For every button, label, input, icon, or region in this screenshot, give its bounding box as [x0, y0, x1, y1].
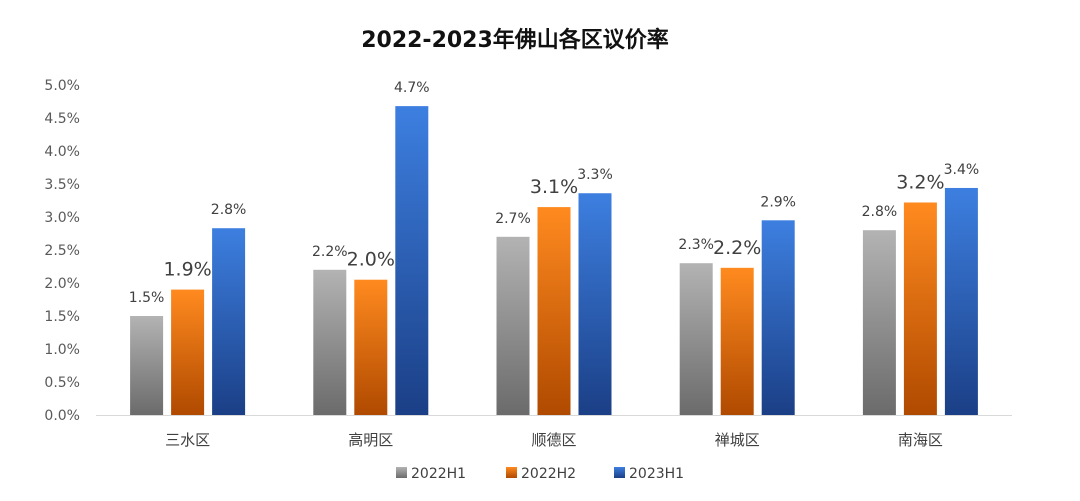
chart-title: 2022-2023年佛山各区议价率: [361, 28, 669, 53]
bar-2022H2-南海区: [903, 202, 937, 415]
data-label: 2.8%: [211, 202, 247, 218]
bar-2023H1-南海区: [944, 187, 978, 415]
bar-2022H2-禅城区: [720, 267, 754, 415]
bar-2023H1-顺德区: [578, 193, 612, 415]
bar-2022H2-三水区: [171, 289, 205, 415]
legend-swatch: [614, 467, 625, 478]
x-category-label: 顺德区: [531, 431, 576, 449]
data-label: 4.7%: [394, 80, 430, 96]
data-labels-layer: 1.5%1.9%2.8%2.2% 2.0%4.7%2.7%3.1%3.3%2.3%…: [129, 80, 979, 306]
axis-layer: 0.0% 0.5% 1.0% 1.5% 2.0% 2.5% 3.0% 3.5% 4.0% 4.5%…: [44, 78, 1012, 449]
legend: 2022H1 2022H2 2023H1: [396, 466, 684, 482]
bar-2022H1-禅城区: [679, 263, 713, 415]
legend-label: 2022H1: [411, 466, 466, 482]
x-category-label: 高明区: [348, 431, 393, 449]
data-label: 2.7%: [495, 211, 531, 227]
bar-2022H1-南海区: [862, 230, 896, 415]
y-tick-label: 1.5%: [44, 309, 80, 325]
bar-2023H1-高明区: [395, 106, 429, 416]
bars-layer: [130, 106, 978, 416]
bar-2022H1-高明区: [313, 269, 347, 415]
y-tick-label: 0.0%: [44, 408, 80, 424]
x-category-label: 三水区: [165, 431, 210, 449]
legend-swatch: [506, 467, 517, 478]
bar-2022H1-三水区: [130, 316, 164, 415]
x-category-label: 南海区: [898, 431, 943, 449]
y-tick-label: 2.5%: [44, 243, 80, 259]
data-label: 1.9%: [163, 259, 211, 281]
legend-label: 2023H1: [629, 466, 684, 482]
bar-2023H1-三水区: [212, 228, 246, 415]
bar-2022H2-顺德区: [537, 207, 571, 415]
data-label: 3.2%: [896, 171, 944, 193]
data-label: 3.4%: [944, 162, 980, 178]
y-tick-label: 3.0%: [44, 210, 80, 226]
data-label: 2.8%: [862, 204, 898, 220]
y-tick-label: 4.0%: [44, 144, 80, 160]
legend-swatch: [396, 467, 407, 478]
data-label: 1.5%: [129, 290, 165, 306]
data-label: 2.9%: [760, 194, 796, 210]
y-tick-label: 1.0%: [44, 342, 80, 358]
data-label: 2.0%: [347, 249, 395, 271]
bar-2023H1-禅城区: [761, 220, 795, 415]
y-tick-label: 5.0%: [44, 78, 80, 94]
y-tick-label: 2.0%: [44, 276, 80, 292]
data-label: 3.1%: [530, 176, 578, 198]
data-label: 2.2%: [713, 237, 761, 259]
data-label: 2.3%: [678, 237, 714, 253]
bar-2022H2-高明区: [354, 279, 388, 415]
y-tick-label: 4.5%: [44, 111, 80, 127]
data-label: 3.3%: [577, 167, 613, 183]
legend-label: 2022H2: [521, 466, 576, 482]
y-tick-label: 3.5%: [44, 177, 80, 193]
x-category-label: 禅城区: [715, 431, 760, 449]
data-label: 2.2%: [312, 244, 348, 260]
y-tick-label: 0.5%: [44, 375, 80, 391]
bar-2022H1-顺德区: [496, 236, 530, 415]
